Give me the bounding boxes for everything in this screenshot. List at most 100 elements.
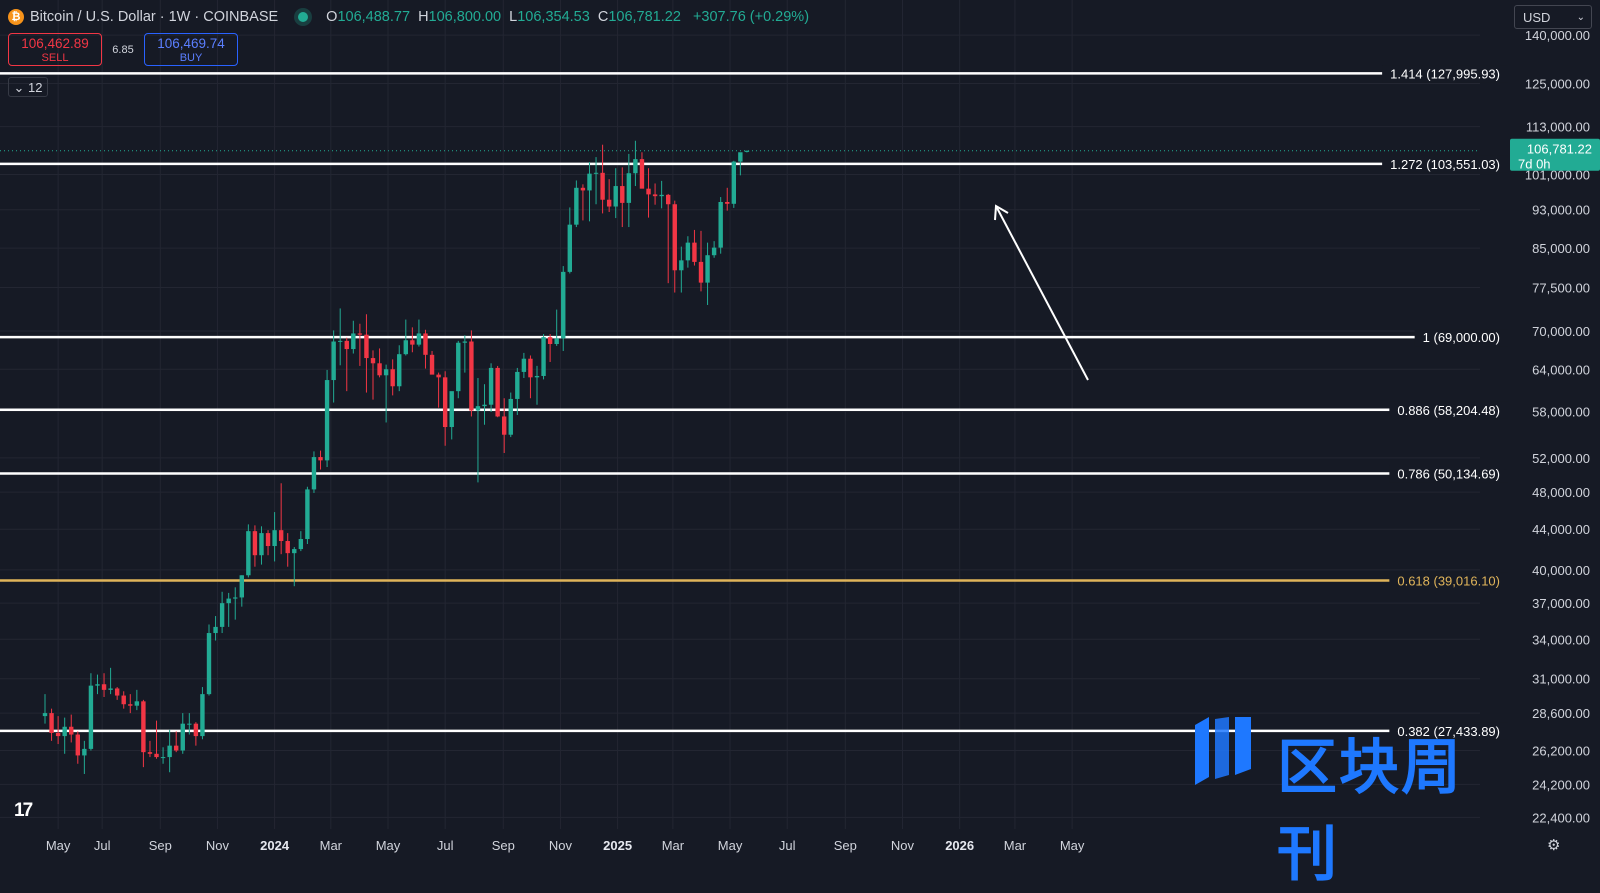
- price-tick-label: 31,000.00: [1532, 672, 1590, 687]
- price-tick-label: 64,000.00: [1532, 362, 1590, 377]
- chart-area[interactable]: 140,000.00 125,000.00 113,000.00 101,000.00…: [0, 0, 1600, 857]
- candle-body: [206, 633, 212, 695]
- open-value: 106,488.77: [337, 9, 411, 25]
- candle-body: [593, 172, 599, 174]
- price-tick-label: 85,000.00: [1532, 241, 1590, 256]
- fib-level-label: 1.272 (103,551.03): [1390, 157, 1500, 172]
- candle-body: [547, 337, 553, 345]
- high-value: 106,800.00: [428, 9, 502, 25]
- candle-body: [219, 603, 225, 627]
- candle-body: [324, 380, 330, 461]
- time-tick-label: Mar: [662, 838, 685, 853]
- watermark-text: 区块周刊: [1277, 733, 1463, 890]
- candle-body: [462, 341, 468, 343]
- price-tick-label: 140,000.00: [1525, 28, 1590, 43]
- price-tick-label: 101,000.00: [1525, 167, 1590, 182]
- candle-body: [711, 247, 717, 256]
- fib-label-background: [1382, 65, 1508, 83]
- candle-body: [574, 187, 579, 225]
- market-open-icon: [298, 12, 309, 22]
- fib-label-background: [1389, 572, 1508, 590]
- gear-icon[interactable]: ⚙: [1547, 837, 1561, 854]
- candle-body: [685, 242, 691, 261]
- candle-body: [403, 340, 408, 355]
- candle-body: [600, 172, 605, 200]
- time-tick-label: Mar: [320, 838, 343, 853]
- candle-body: [154, 753, 159, 758]
- candle-body: [554, 338, 559, 345]
- fib-level-label: 0.786 (50,134.69): [1397, 466, 1500, 481]
- candle-body: [134, 701, 140, 706]
- candle-body: [121, 695, 126, 705]
- candle-body: [495, 367, 500, 417]
- candle-body: [108, 688, 113, 690]
- time-tick-label: May: [376, 838, 401, 853]
- candle-body: [718, 201, 723, 248]
- candle-body: [698, 261, 704, 283]
- candle-body: [652, 194, 658, 197]
- candle-body: [469, 341, 474, 411]
- time-tick-label: May: [1060, 838, 1085, 853]
- candle-body: [515, 371, 520, 399]
- indicators-toggle[interactable]: ⌄ 12: [8, 77, 48, 97]
- candle-body: [364, 334, 369, 359]
- tradingview-logo-icon[interactable]: 17: [14, 800, 33, 821]
- candle-body: [429, 354, 435, 375]
- low-value: 106,354.53: [517, 9, 590, 25]
- candle-body: [272, 530, 277, 547]
- fib-label-background: [1389, 401, 1508, 419]
- candle-body: [482, 404, 487, 407]
- candle-body: [42, 713, 48, 717]
- sell-label: SELL: [41, 52, 69, 64]
- currency-select[interactable]: USD ⌄: [1514, 5, 1592, 29]
- candle-body: [580, 187, 586, 191]
- candle-body: [167, 745, 172, 758]
- bar-countdown: 7d 0h: [1518, 157, 1551, 172]
- trend-arrow-line: [995, 205, 1089, 381]
- time-tick-label: May: [718, 838, 743, 853]
- candle-body: [318, 457, 323, 461]
- candle-body: [666, 194, 671, 205]
- candlestick-chart[interactable]: 140,000.00 125,000.00 113,000.00 101,000.00…: [0, 0, 1600, 857]
- time-tick-label: Mar: [1004, 838, 1027, 853]
- candle-body: [305, 489, 310, 540]
- buy-button[interactable]: 106,469.74 BUY: [144, 33, 238, 66]
- price-tick-label: 40,000.00: [1532, 563, 1590, 578]
- time-tick-label: 2024: [260, 838, 290, 853]
- trade-panel: 106,462.89 SELL 6.85 106,469.74 BUY: [8, 33, 238, 66]
- candle-body: [646, 188, 651, 195]
- indicator-count: 12: [28, 80, 43, 95]
- sell-button[interactable]: 106,462.89 SELL: [8, 33, 102, 66]
- bitcoin-icon: ₿: [8, 9, 24, 25]
- low-label: L: [509, 9, 518, 25]
- time-tick-label: 2025: [603, 838, 632, 853]
- candle-body: [541, 337, 546, 376]
- candle-body: [561, 271, 566, 339]
- candle-body: [567, 224, 572, 272]
- watermark-logo: 区块周刊: [1195, 717, 1495, 890]
- candle-body: [82, 748, 87, 756]
- change-value: +307.76 (+0.29%): [692, 9, 810, 25]
- candle-body: [449, 391, 454, 428]
- candle-body: [672, 204, 677, 271]
- candle-body: [114, 688, 120, 696]
- candle-body: [265, 533, 271, 547]
- fib-label-background: [1414, 329, 1508, 347]
- candle-body: [705, 255, 710, 283]
- buy-label: BUY: [179, 52, 203, 64]
- candle-body: [95, 684, 100, 686]
- candle-body: [613, 186, 618, 207]
- price-tick-label: 22,400.00: [1532, 810, 1590, 825]
- fib-level-label: 0.382 (27,433.89): [1397, 724, 1500, 739]
- price-tick-label: 113,000.00: [1526, 120, 1590, 135]
- time-tick-label: Nov: [206, 838, 230, 853]
- candle-body: [128, 704, 133, 706]
- chevron-down-icon: ⌄: [1576, 12, 1585, 23]
- candle-body: [351, 333, 356, 350]
- candle-body: [331, 341, 336, 381]
- candle-body: [226, 598, 231, 604]
- candle-body: [502, 416, 507, 435]
- symbol-title[interactable]: Bitcoin / U.S. Dollar · 1W · COINBASE: [30, 9, 279, 25]
- price-tick-label: 37,000.00: [1532, 596, 1590, 611]
- close-label: C: [597, 9, 609, 25]
